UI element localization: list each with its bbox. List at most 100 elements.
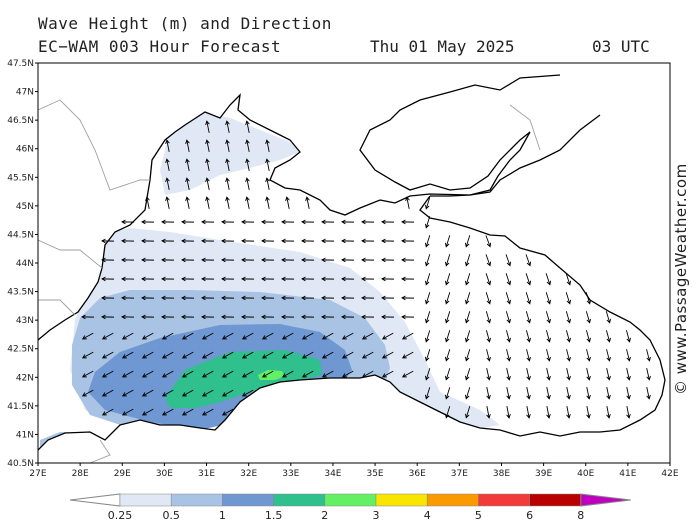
- wave-arrow: [201, 408, 214, 416]
- wave-arrow: [141, 276, 155, 282]
- land-north: [38, 63, 670, 340]
- wave-arrow: [444, 273, 451, 286]
- wave-arrow: [121, 370, 134, 378]
- wave-arrow: [424, 254, 431, 267]
- wave-arrow: [485, 254, 492, 267]
- wave-arrow: [241, 276, 255, 282]
- wave-arrow: [625, 330, 631, 343]
- wave-arrow: [181, 351, 194, 359]
- wave-arrow: [281, 351, 294, 359]
- wave-arrow: [381, 370, 394, 378]
- legend-high-end: [580, 493, 631, 507]
- wave-arrow: [321, 238, 335, 244]
- wave-arrow: [444, 368, 451, 381]
- wave-arrow: [381, 257, 395, 263]
- wave-arrow: [245, 158, 250, 171]
- wave-arrow: [505, 273, 512, 286]
- wave-arrow: [361, 314, 375, 320]
- wave-arrow: [424, 235, 431, 248]
- wave-arrow: [586, 387, 591, 400]
- wave-arrow: [485, 292, 492, 305]
- wave-arrow: [121, 389, 134, 397]
- wave-arrow: [586, 349, 591, 362]
- lon-label: 33E: [282, 469, 299, 479]
- wave-arrow: [205, 196, 210, 209]
- wave-arrow: [181, 314, 195, 320]
- wave-arrow: [486, 387, 491, 400]
- wave-arrow: [321, 219, 335, 225]
- wave-arrow: [321, 370, 334, 378]
- wave-arrow: [281, 295, 295, 301]
- wave-band-2: [258, 370, 285, 380]
- legend-label: 1: [219, 509, 226, 522]
- wave-arrow: [101, 351, 114, 359]
- wave-band-0-25-azov: [160, 112, 300, 195]
- wave-arrow: [321, 257, 335, 263]
- wave-arrow: [485, 330, 491, 343]
- wave-arrow: [424, 273, 431, 286]
- wave-arrow: [101, 389, 114, 397]
- wave-arrow: [161, 314, 175, 320]
- wave-arrow: [545, 330, 551, 343]
- wave-arrow: [546, 368, 551, 381]
- lon-label: 37E: [451, 469, 468, 479]
- wave-arrow: [241, 389, 254, 397]
- lat-label: 42N: [16, 373, 34, 383]
- wave-arrow: [141, 370, 154, 378]
- wave-arrow: [281, 370, 294, 378]
- wave-arrow: [606, 406, 611, 419]
- lon-label: 30E: [156, 469, 173, 479]
- national-borders: [38, 99, 541, 463]
- wave-arrow: [121, 276, 135, 282]
- wave-arrow: [626, 349, 631, 362]
- wave-arrow: [525, 292, 532, 305]
- wave-arrow: [241, 219, 255, 225]
- wave-arrow: [241, 238, 255, 244]
- wave-arrow: [361, 351, 374, 359]
- wave-arrow: [101, 314, 115, 320]
- wave-arrow: [485, 273, 492, 286]
- forecast-time: 03 UTC: [592, 37, 650, 56]
- wave-arrow: [424, 368, 431, 381]
- wave-arrow: [301, 332, 314, 340]
- wave-arrow: [121, 257, 135, 263]
- wave-arrow: [221, 351, 234, 359]
- wave-arrow: [381, 238, 395, 244]
- wave-arrow: [585, 330, 591, 343]
- wave-arrow: [341, 295, 355, 301]
- wave-arrow: [646, 368, 651, 381]
- wave-arrow: [381, 351, 394, 359]
- wave-arrow: [341, 314, 355, 320]
- wave-arrow: [361, 219, 375, 225]
- wave-arrow: [265, 196, 270, 209]
- wave-arrow: [566, 368, 571, 381]
- wave-arrow: [205, 177, 210, 190]
- chart-title: Wave Height (m) and Direction: [38, 14, 332, 33]
- wave-arrow: [121, 295, 135, 301]
- wave-arrow: [241, 257, 255, 263]
- wave-direction-arrows: [81, 120, 651, 419]
- legend-label: 2: [321, 509, 328, 522]
- wave-arrow: [585, 311, 591, 324]
- wave-arrow: [565, 311, 571, 324]
- legend-label: 3: [373, 509, 380, 522]
- wave-arrow: [281, 257, 295, 263]
- legend-swatch: [273, 493, 326, 507]
- wave-arrow: [424, 197, 431, 210]
- wave-arrow: [245, 177, 250, 190]
- wave-arrow: [161, 332, 174, 340]
- wave-arrow: [201, 257, 215, 263]
- wave-arrow: [121, 219, 135, 225]
- wave-arrow: [181, 370, 194, 378]
- wave-arrow: [646, 387, 651, 400]
- wave-arrow: [141, 408, 154, 416]
- wave-arrow: [281, 276, 295, 282]
- wave-arrow: [321, 295, 335, 301]
- wave-arrow: [161, 219, 175, 225]
- wave-arrow: [341, 276, 355, 282]
- wave-arrow: [486, 406, 491, 419]
- wave-arrow: [626, 368, 631, 381]
- forecast-date: Thu 01 May 2025: [370, 37, 515, 56]
- wave-arrow: [101, 370, 114, 378]
- lat-label: 44.5N: [7, 230, 34, 240]
